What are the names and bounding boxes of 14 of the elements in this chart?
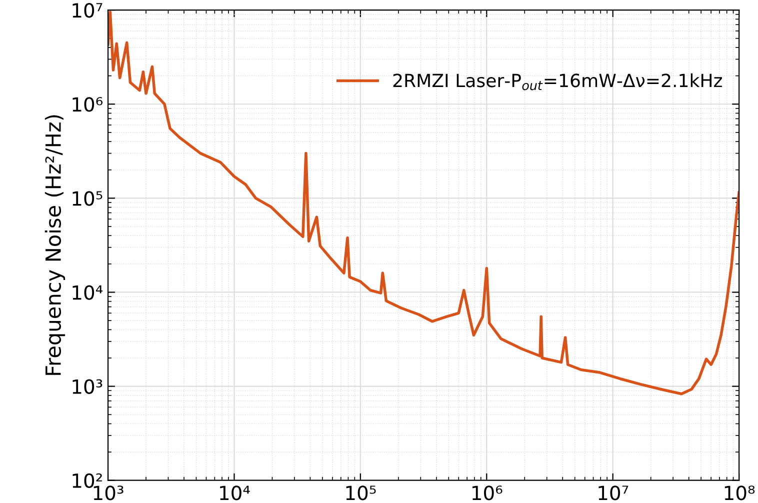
x-tick-label: 10⁷ <box>598 486 628 500</box>
x-tick-label: 10⁸ <box>724 486 755 500</box>
y-axis-title: Frequency Noise (Hz²/Hz) <box>44 115 66 375</box>
y-tick-label: 10³ <box>72 379 102 394</box>
y-tick-label: 10⁴ <box>72 285 103 300</box>
y-tick-label: 10⁷ <box>72 3 102 18</box>
y-tick-label: 10² <box>72 473 102 488</box>
y-tick-label: 10⁵ <box>72 191 102 206</box>
x-tick-label: 10⁴ <box>220 486 250 500</box>
x-tick-label: 10⁵ <box>346 486 376 500</box>
y-tick-label: 10⁶ <box>72 97 103 112</box>
x-tick-label: 10⁶ <box>472 486 502 500</box>
x-tick-label: 10³ <box>94 486 124 500</box>
legend-label: 2RMZI Laser-P$_{out}$=16mW-Δν=2.1kHz <box>393 73 722 90</box>
